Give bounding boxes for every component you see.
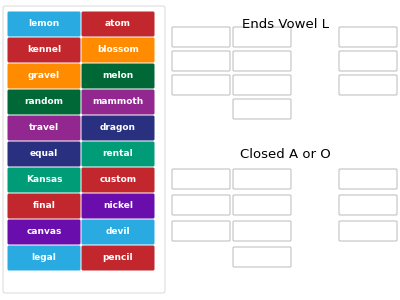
Text: pencil: pencil [103, 254, 133, 262]
FancyBboxPatch shape [339, 169, 397, 189]
Text: random: random [24, 98, 64, 106]
FancyBboxPatch shape [8, 245, 80, 271]
FancyBboxPatch shape [172, 195, 230, 215]
FancyBboxPatch shape [172, 75, 230, 95]
Text: travel: travel [29, 124, 59, 133]
FancyBboxPatch shape [233, 195, 291, 215]
Text: equal: equal [30, 149, 58, 158]
Text: atom: atom [105, 20, 131, 28]
FancyBboxPatch shape [82, 167, 154, 193]
FancyBboxPatch shape [8, 194, 80, 218]
Text: canvas: canvas [26, 227, 62, 236]
Text: mammoth: mammoth [92, 98, 144, 106]
Text: rental: rental [103, 149, 133, 158]
FancyBboxPatch shape [339, 51, 397, 71]
FancyBboxPatch shape [82, 89, 154, 115]
FancyBboxPatch shape [82, 245, 154, 271]
FancyBboxPatch shape [8, 38, 80, 62]
FancyBboxPatch shape [8, 220, 80, 244]
Text: kennel: kennel [27, 46, 61, 55]
Text: dragon: dragon [100, 124, 136, 133]
FancyBboxPatch shape [233, 99, 291, 119]
Text: custom: custom [100, 176, 136, 184]
FancyBboxPatch shape [339, 27, 397, 47]
FancyBboxPatch shape [172, 27, 230, 47]
FancyBboxPatch shape [172, 169, 230, 189]
FancyBboxPatch shape [233, 247, 291, 267]
Text: Kansas: Kansas [26, 176, 62, 184]
Text: legal: legal [32, 254, 56, 262]
FancyBboxPatch shape [82, 11, 154, 37]
FancyBboxPatch shape [233, 51, 291, 71]
FancyBboxPatch shape [8, 11, 80, 37]
FancyBboxPatch shape [172, 51, 230, 71]
Text: gravel: gravel [28, 71, 60, 80]
FancyBboxPatch shape [82, 38, 154, 62]
FancyBboxPatch shape [8, 142, 80, 167]
FancyBboxPatch shape [339, 221, 397, 241]
FancyBboxPatch shape [3, 6, 165, 293]
FancyBboxPatch shape [82, 64, 154, 88]
FancyBboxPatch shape [339, 195, 397, 215]
FancyBboxPatch shape [339, 75, 397, 95]
FancyBboxPatch shape [82, 194, 154, 218]
Text: Closed A or O: Closed A or O [240, 148, 330, 161]
FancyBboxPatch shape [8, 64, 80, 88]
Text: Ends Vowel L: Ends Vowel L [242, 18, 328, 31]
Text: final: final [32, 202, 56, 211]
FancyBboxPatch shape [82, 116, 154, 140]
FancyBboxPatch shape [8, 89, 80, 115]
Text: devil: devil [106, 227, 130, 236]
Text: blossom: blossom [97, 46, 139, 55]
FancyBboxPatch shape [8, 167, 80, 193]
FancyBboxPatch shape [233, 221, 291, 241]
FancyBboxPatch shape [233, 27, 291, 47]
Text: melon: melon [102, 71, 134, 80]
FancyBboxPatch shape [233, 75, 291, 95]
Text: nickel: nickel [103, 202, 133, 211]
FancyBboxPatch shape [82, 220, 154, 244]
FancyBboxPatch shape [233, 169, 291, 189]
FancyBboxPatch shape [172, 221, 230, 241]
Text: lemon: lemon [28, 20, 60, 28]
FancyBboxPatch shape [8, 116, 80, 140]
FancyBboxPatch shape [82, 142, 154, 167]
